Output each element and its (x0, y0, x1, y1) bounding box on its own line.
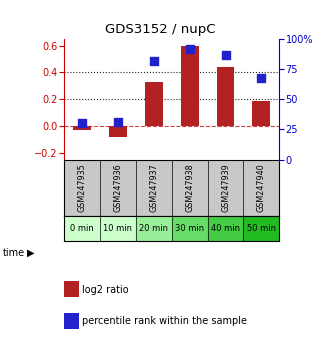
Text: 0 min: 0 min (70, 224, 94, 233)
Bar (73, 126, 91, 130)
Point (116, 119, 121, 125)
Point (187, 46, 192, 51)
Text: percentile rank within the sample: percentile rank within the sample (82, 316, 247, 326)
Text: GSM247935: GSM247935 (78, 164, 87, 212)
Bar (243, 216, 279, 241)
Text: GSM247939: GSM247939 (221, 164, 230, 212)
Text: ▶: ▶ (27, 248, 35, 258)
Text: log2 ratio: log2 ratio (82, 285, 128, 295)
Point (151, 58, 156, 63)
Text: 20 min: 20 min (139, 224, 168, 233)
Bar (100, 216, 136, 241)
Text: GDS3152 / nupC: GDS3152 / nupC (105, 23, 216, 36)
Bar (172, 216, 208, 241)
Text: 10 min: 10 min (103, 224, 133, 233)
Bar (252, 101, 270, 126)
Bar (208, 216, 243, 241)
Bar (181, 46, 199, 126)
Point (223, 52, 228, 57)
Text: GSM247938: GSM247938 (185, 164, 194, 212)
Text: GSM247940: GSM247940 (257, 164, 266, 212)
Bar (217, 67, 234, 126)
Text: 40 min: 40 min (211, 224, 240, 233)
Bar (109, 126, 127, 137)
Text: time: time (3, 248, 25, 258)
Bar (64, 216, 100, 241)
Point (259, 75, 264, 80)
Text: 30 min: 30 min (175, 224, 204, 233)
Text: 50 min: 50 min (247, 224, 276, 233)
Bar (145, 82, 163, 126)
Text: GSM247937: GSM247937 (149, 164, 158, 212)
Text: GSM247936: GSM247936 (113, 164, 123, 212)
Point (80, 121, 85, 126)
Bar (136, 216, 172, 241)
